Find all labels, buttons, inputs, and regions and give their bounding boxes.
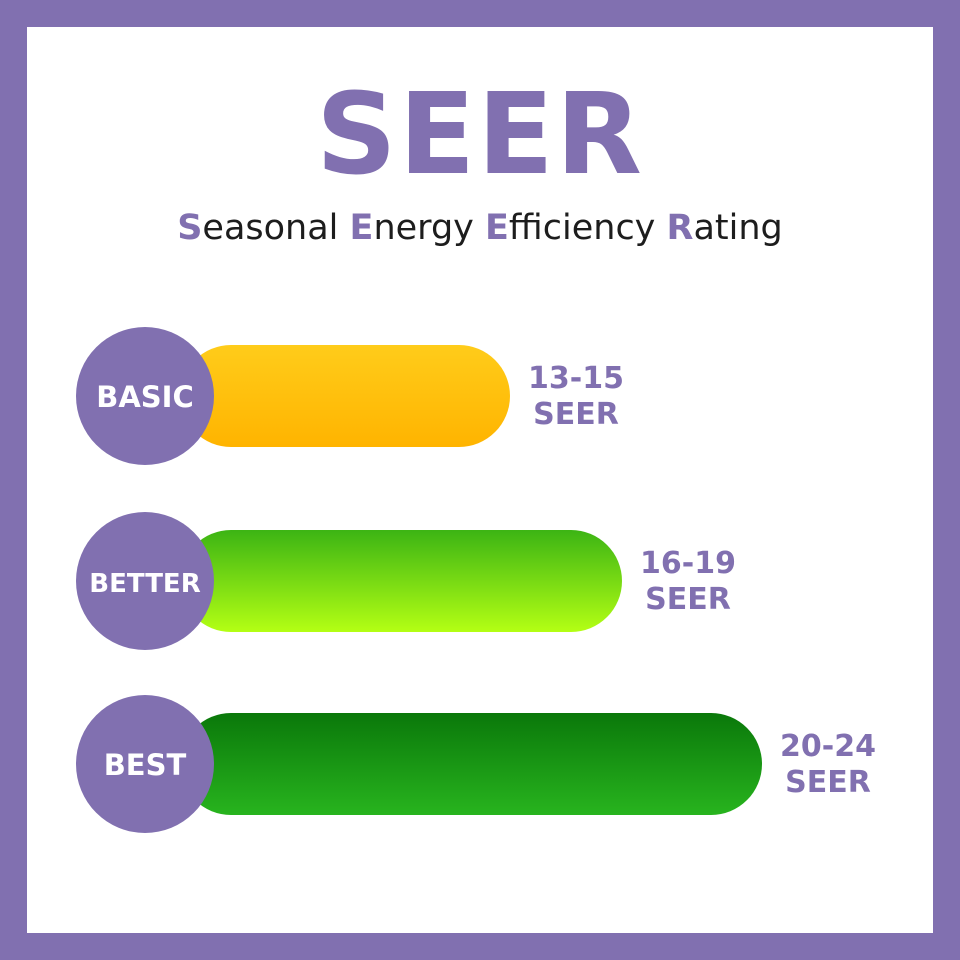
page-subtitle: Seasonal Energy Efficiency Rating bbox=[0, 205, 960, 251]
tier-circle-basic bbox=[76, 327, 214, 465]
subtitle-word-seasonal: Seasonal bbox=[177, 208, 350, 248]
tier-circle-best bbox=[76, 695, 214, 833]
bar-basic bbox=[180, 345, 510, 447]
range-unit-better: SEER bbox=[645, 582, 731, 617]
tier-label-basic: BASIC bbox=[96, 380, 194, 414]
subtitle-word-energy: Energy bbox=[349, 208, 485, 248]
page-title: SEER bbox=[316, 70, 644, 200]
subtitle-word-rating: Rating bbox=[666, 208, 783, 248]
tier-label-better: BETTER bbox=[89, 569, 200, 599]
tier-circle-better bbox=[76, 512, 214, 650]
range-unit-best: SEER bbox=[785, 765, 871, 800]
range-value-better: 16-19 bbox=[640, 546, 736, 581]
bar-better bbox=[180, 530, 622, 632]
range-unit-basic: SEER bbox=[533, 397, 619, 432]
range-value-best: 20-24 bbox=[780, 729, 876, 764]
subtitle-word-efficiency: Efficiency bbox=[485, 208, 667, 248]
bar-best bbox=[180, 713, 762, 815]
tier-label-best: BEST bbox=[104, 748, 187, 782]
range-value-basic: 13-15 bbox=[528, 361, 624, 396]
